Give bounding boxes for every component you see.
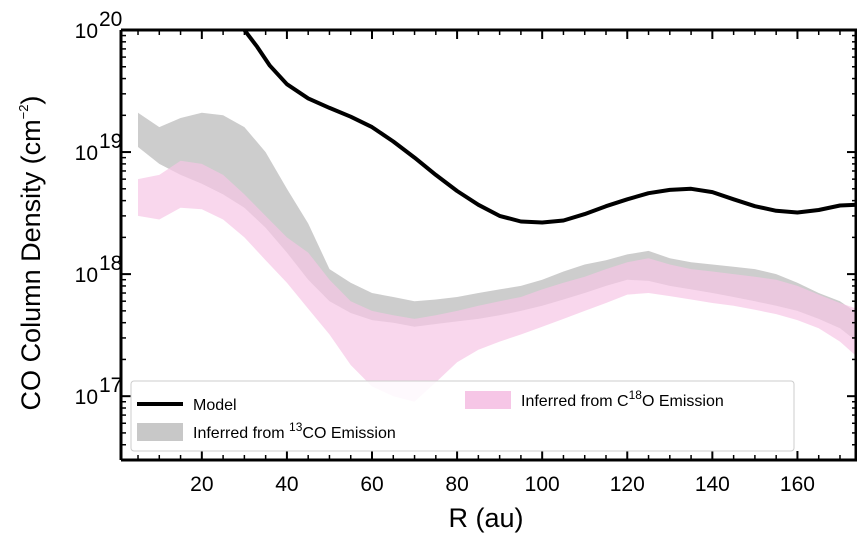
y-tick-label: 10 xyxy=(75,386,98,409)
x-tick-label: 100 xyxy=(525,473,560,496)
legend-label-c18o: Inferred from C18O Emission xyxy=(521,388,724,410)
x-tick-label: 20 xyxy=(190,473,213,496)
legend-label-13co-sup: 13 xyxy=(289,420,303,434)
legend-swatch-c18o xyxy=(465,391,511,409)
y-tick-label: 10 xyxy=(75,264,98,287)
x-tick-label: 120 xyxy=(610,473,645,496)
line-model xyxy=(242,30,857,225)
y-axis-title-suffix: ) xyxy=(16,96,46,105)
legend-label-13co-prefix: Inferred from xyxy=(193,425,289,442)
legend-label-model: Model xyxy=(193,397,237,414)
x-tick-label: 60 xyxy=(360,473,383,496)
y-tick-label: 10 xyxy=(75,142,98,165)
x-tick-label: 160 xyxy=(780,473,815,496)
legend-label-c18o-sup: 18 xyxy=(629,388,643,402)
x-tick-label: 40 xyxy=(275,473,298,496)
legend-box xyxy=(130,380,795,452)
y-axis-title: CO Column Density (cm−2) xyxy=(16,96,46,411)
lines-layer xyxy=(242,30,857,225)
x-tick-label: 80 xyxy=(445,473,468,496)
legend-label-c18o-suffix: O Emission xyxy=(642,393,724,410)
legend-swatch-13co xyxy=(137,423,183,441)
y-axis-title-exponent: −2 xyxy=(16,105,31,120)
legend-label-13co: Inferred from 13CO Emission xyxy=(193,420,396,442)
x-tick-label: 140 xyxy=(695,473,730,496)
y-tick-label-exponent: 20 xyxy=(99,8,122,31)
legend-label-c18o-prefix: Inferred from C xyxy=(521,393,629,410)
y-tick-label-exponent: 19 xyxy=(99,130,122,153)
x-axis-title: R (au) xyxy=(448,503,523,533)
y-tick-label-exponent: 17 xyxy=(99,374,122,397)
bands-layer xyxy=(138,112,857,402)
legend-label-13co-suffix: CO Emission xyxy=(302,425,395,442)
y-tick-label: 10 xyxy=(75,20,98,43)
y-axis-title-prefix: CO Column Density (cm xyxy=(16,119,46,410)
band-band_c18o xyxy=(138,160,857,402)
y-tick-label-exponent: 18 xyxy=(99,252,122,275)
